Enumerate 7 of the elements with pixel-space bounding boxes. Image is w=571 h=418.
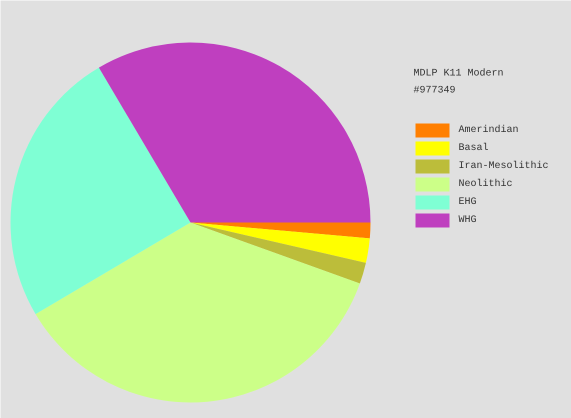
legend-title: MDLP K11 Modern #977349 — [414, 68, 504, 96]
legend-label: Iran-Mesolithic — [458, 160, 549, 172]
legend-label: Neolithic — [458, 178, 513, 190]
legend-label: Amerindian — [458, 124, 519, 136]
legend-label: EHG — [458, 197, 477, 208]
legend-label: Basal — [458, 142, 489, 154]
legend-label: WHG — [458, 215, 477, 226]
